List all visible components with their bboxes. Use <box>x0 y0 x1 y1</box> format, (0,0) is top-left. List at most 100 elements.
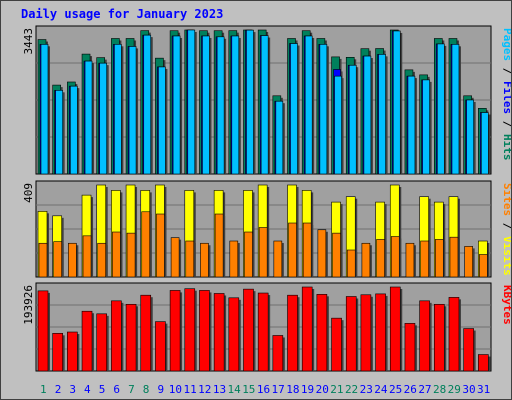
legend-sites: Sites <box>501 183 511 216</box>
bar-sites-day-19 <box>302 222 312 278</box>
bar-sites-day-15 <box>244 231 253 278</box>
day-label-24: 24 <box>374 383 388 396</box>
day-label-13: 13 <box>213 383 226 396</box>
day-label-26: 26 <box>404 383 417 396</box>
bar-pages-day-21 <box>334 75 342 175</box>
bar-pages-day-17 <box>275 100 284 175</box>
bar-pages-day-12 <box>202 35 210 175</box>
day-label-11: 11 <box>183 383 196 396</box>
bar-pages-day-11 <box>187 29 196 175</box>
bar-pages-day-8 <box>143 34 152 175</box>
side-legend-bottom: KBytes <box>501 285 511 325</box>
bar-kbytes-day-30 <box>463 328 474 372</box>
day-label-19: 19 <box>301 383 314 396</box>
bar-sites-day-20 <box>317 229 327 278</box>
bar-sites-day-11 <box>185 240 195 278</box>
bar-sites-day-31 <box>479 254 488 278</box>
bar-kbytes-day-24 <box>375 293 386 372</box>
bar-pages-day-22 <box>348 64 357 175</box>
side-legend-middle: Sites / Visits <box>501 183 511 276</box>
bar-kbytes-day-28 <box>433 303 445 372</box>
day-label-15: 15 <box>242 383 255 396</box>
day-label-1: 1 <box>40 383 47 396</box>
bar-sites-day-24 <box>376 239 385 278</box>
day-label-9: 9 <box>157 383 164 396</box>
bar-sites-day-5 <box>97 242 107 278</box>
bar-sites-day-28 <box>434 239 444 278</box>
legend-separator: / <box>501 216 511 236</box>
bar-pages-day-3 <box>70 85 78 175</box>
day-label-3: 3 <box>69 383 76 396</box>
legend-separator: / <box>501 114 511 134</box>
bar-pages-day-5 <box>99 62 108 175</box>
bar-sites-day-30 <box>464 246 473 278</box>
bar-sites-day-14 <box>229 240 239 278</box>
bar-kbytes-day-4 <box>81 310 93 372</box>
legend-files: Files <box>501 81 511 114</box>
bar-pages-day-19 <box>304 35 313 175</box>
side-legend-top: Pages / Files / Hits <box>501 28 511 161</box>
bar-kbytes-day-11 <box>184 288 196 372</box>
bar-pages-day-30 <box>466 99 474 175</box>
bar-kbytes-day-26 <box>404 323 416 372</box>
bar-pages-day-20 <box>319 44 328 175</box>
ymax-label-middle: 409 <box>22 183 35 203</box>
day-label-31: 31 <box>477 383 490 396</box>
day-label-18: 18 <box>286 383 299 396</box>
day-label-7: 7 <box>128 383 135 396</box>
bar-kbytes-day-12 <box>199 290 210 372</box>
bar-sites-day-21 <box>332 232 341 278</box>
legend-hits: Hits <box>501 134 511 161</box>
legend-pages: Pages <box>501 28 511 61</box>
bar-pages-day-9 <box>158 66 166 175</box>
bar-kbytes-day-9 <box>155 321 166 372</box>
bar-sites-day-3 <box>68 242 77 278</box>
bar-pages-day-15 <box>246 29 254 175</box>
bar-sites-day-17 <box>273 240 283 278</box>
chart-title: Daily usage for January 2023 <box>21 7 224 21</box>
bar-sites-day-4 <box>82 235 92 278</box>
bar-kbytes-day-25 <box>389 286 401 372</box>
bar-kbytes-day-3 <box>67 331 78 372</box>
bar-sites-day-13 <box>214 213 224 278</box>
day-label-22: 22 <box>345 383 358 396</box>
bar-sites-day-6 <box>112 231 121 278</box>
day-label-12: 12 <box>198 383 211 396</box>
bar-kbytes-day-27 <box>419 300 430 372</box>
bar-sites-day-1 <box>38 242 48 278</box>
ymax-label-bottom: 193926 <box>22 285 35 325</box>
bar-kbytes-day-2 <box>52 333 63 372</box>
bar-kbytes-day-18 <box>287 294 298 372</box>
bar-pages-day-26 <box>407 75 416 175</box>
bar-kbytes-day-7 <box>125 303 137 372</box>
bar-kbytes-day-10 <box>169 290 181 372</box>
bar-kbytes-day-17 <box>272 335 284 372</box>
bar-kbytes-day-15 <box>243 288 254 372</box>
bar-kbytes-day-31 <box>478 354 489 372</box>
bar-sites-day-25 <box>390 236 400 278</box>
bar-pages-day-10 <box>172 35 181 175</box>
legend-kbytes: KBytes <box>501 285 511 325</box>
bar-pages-day-18 <box>290 43 298 175</box>
bar-sites-day-12 <box>200 242 209 278</box>
day-label-16: 16 <box>257 383 270 396</box>
bar-pages-day-13 <box>216 36 225 175</box>
bar-kbytes-day-23 <box>360 294 372 372</box>
bar-sites-day-22 <box>346 249 356 278</box>
bar-kbytes-day-5 <box>96 313 108 372</box>
day-label-28: 28 <box>433 383 446 396</box>
bar-kbytes-day-20 <box>316 294 328 372</box>
bar-sites-day-7 <box>126 232 136 278</box>
day-label-27: 27 <box>418 383 431 396</box>
bar-sites-day-2 <box>53 241 62 278</box>
bar-kbytes-day-1 <box>37 290 49 372</box>
bar-sites-day-23 <box>361 242 371 278</box>
bar-sites-day-18 <box>288 222 297 278</box>
bar-kbytes-day-13 <box>213 293 225 372</box>
day-label-23: 23 <box>360 383 373 396</box>
bar-kbytes-day-14 <box>228 297 240 372</box>
bar-kbytes-day-16 <box>257 292 269 372</box>
bar-pages-day-4 <box>84 60 93 175</box>
bar-pages-day-14 <box>231 35 240 175</box>
